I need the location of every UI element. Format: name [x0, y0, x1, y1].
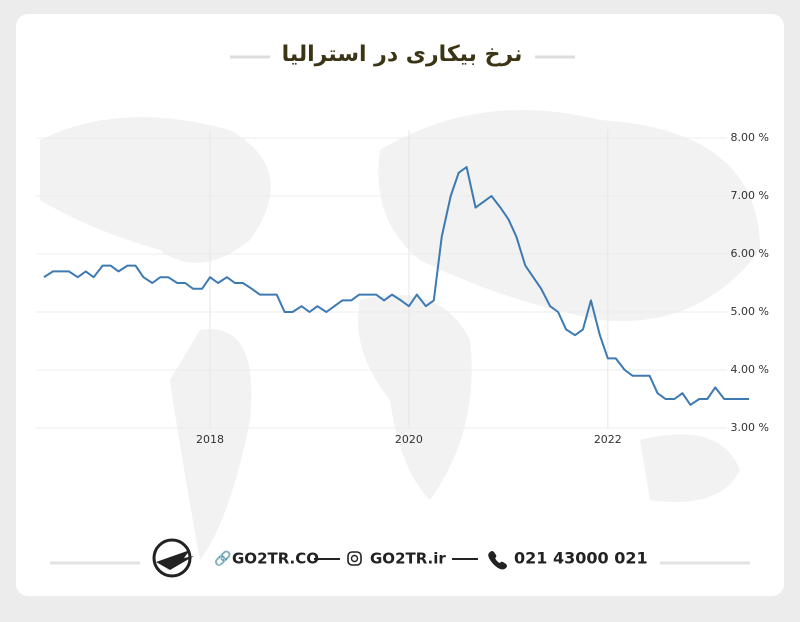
y-tick-label: 8.00 % [731, 131, 769, 144]
world-map [40, 110, 760, 560]
y-tick-label: 4.00 % [731, 363, 769, 376]
line-series [43, 166, 750, 406]
y-tick-label: 6.00 % [731, 247, 769, 260]
y-tick-label: 3.00 % [731, 421, 769, 434]
instagram: GO2TR.ir [370, 550, 446, 568]
logo-plane [156, 550, 194, 570]
y-tick-label: 7.00 % [731, 189, 769, 202]
x-tick-label: 2022 [594, 433, 622, 446]
phone: 021 43000 021 [514, 549, 648, 568]
instagram-icon-lens [350, 554, 359, 563]
chart-title: نرخ بیکاری در استرالیا [282, 42, 523, 67]
instagram-icon [347, 551, 362, 566]
link-icon: 🔗 [214, 549, 232, 567]
phone-icon [488, 551, 507, 570]
x-tick-label: 2020 [395, 433, 423, 446]
x-tick-label: 2018 [196, 433, 224, 446]
website: GO2TR.CO [232, 550, 319, 568]
footer: 🔗 GO2TR.CO GO2TR.ir 021 43000 021 [50, 538, 750, 578]
plot: 8.00 % 7.00 % 6.00 % 5.00 % 4.00 % 3.00 % 2018… [36, 130, 769, 446]
y-tick-label: 5.00 % [731, 305, 769, 318]
